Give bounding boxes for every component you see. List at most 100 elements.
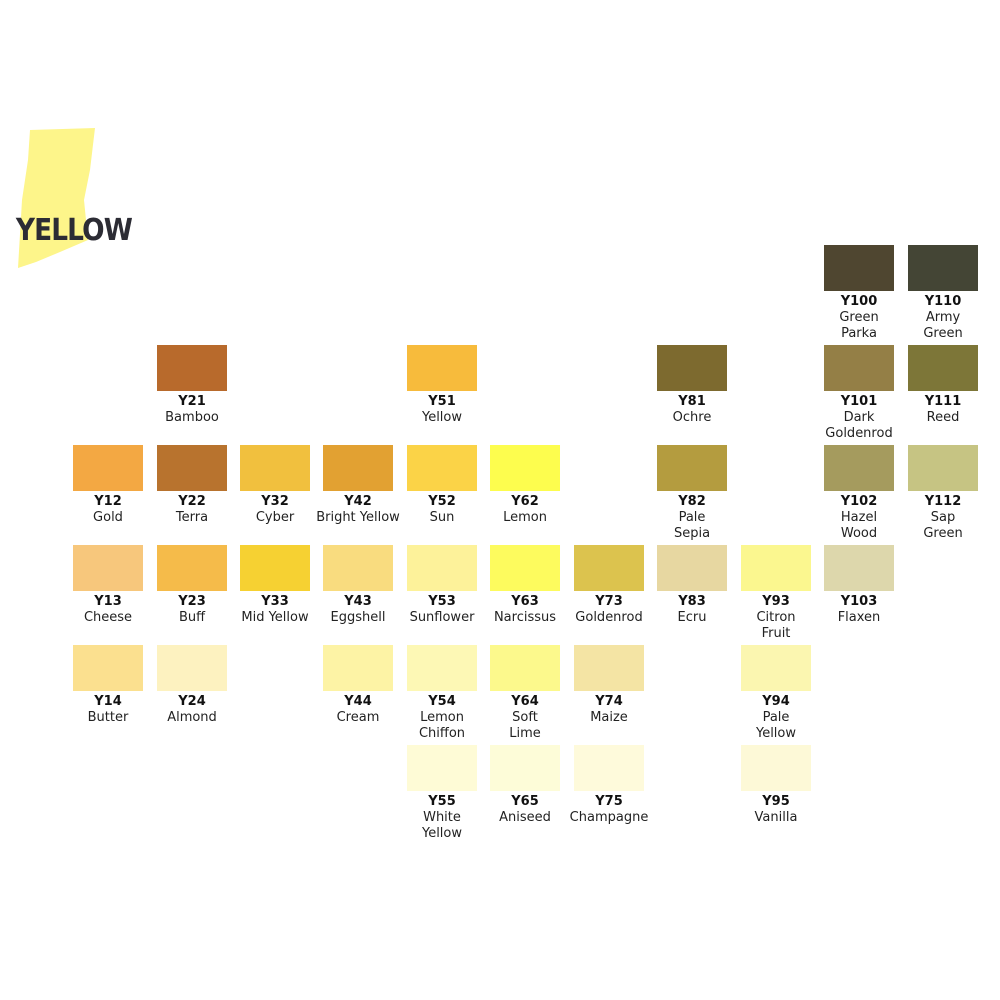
swatch-code: Y55 bbox=[427, 794, 456, 809]
swatch bbox=[490, 545, 560, 591]
swatch bbox=[741, 545, 811, 591]
swatch-name: Eggshell bbox=[331, 610, 386, 625]
swatch-name: Bright Yellow bbox=[316, 510, 400, 525]
swatch bbox=[908, 245, 978, 291]
swatch-name: Narcissus bbox=[494, 610, 556, 625]
swatch-name: Ecru bbox=[678, 610, 707, 625]
swatch bbox=[73, 445, 143, 491]
swatch-name: Sunflower bbox=[410, 610, 476, 625]
swatch-code: Y44 bbox=[343, 694, 372, 709]
swatch bbox=[741, 745, 811, 791]
swatch-code: Y21 bbox=[177, 394, 206, 409]
brush-stroke bbox=[18, 128, 95, 268]
swatch bbox=[407, 645, 477, 691]
swatch-code: Y73 bbox=[594, 594, 623, 609]
swatch-name: Sap bbox=[931, 510, 955, 525]
swatch bbox=[574, 645, 644, 691]
swatch-name: Butter bbox=[88, 710, 129, 725]
swatch-name: Cyber bbox=[256, 510, 295, 525]
swatch bbox=[490, 645, 560, 691]
swatch-name: Green bbox=[839, 310, 878, 325]
swatch-name: Wood bbox=[841, 526, 877, 541]
swatch-code: Y52 bbox=[427, 494, 456, 509]
swatch bbox=[73, 545, 143, 591]
swatch-code: Y32 bbox=[260, 494, 289, 509]
swatch-name: Cream bbox=[337, 710, 380, 725]
swatch-name: Yellow bbox=[755, 726, 796, 741]
swatch-code: Y63 bbox=[510, 594, 539, 609]
swatch-name: Pale bbox=[679, 510, 706, 525]
swatch-code: Y54 bbox=[427, 694, 456, 709]
swatch-code: Y33 bbox=[260, 594, 289, 609]
swatch bbox=[157, 445, 227, 491]
swatch-name: Hazel bbox=[841, 510, 877, 525]
swatch bbox=[240, 445, 310, 491]
swatch-name: Terra bbox=[175, 510, 208, 525]
swatch bbox=[574, 745, 644, 791]
swatch-name: Goldenrod bbox=[575, 610, 642, 625]
swatch-name: Dark bbox=[844, 410, 875, 425]
swatch-name: Bamboo bbox=[165, 410, 219, 425]
swatch-code: Y42 bbox=[343, 494, 372, 509]
swatch-name: Cheese bbox=[84, 610, 132, 625]
swatch-code: Y62 bbox=[510, 494, 539, 509]
swatch-name: Champagne bbox=[570, 810, 649, 825]
swatch-code: Y75 bbox=[594, 794, 623, 809]
swatch-name: Buff bbox=[179, 610, 206, 625]
swatch-code: Y83 bbox=[677, 594, 706, 609]
swatch bbox=[824, 445, 894, 491]
swatch-code: Y51 bbox=[427, 394, 456, 409]
title: YELLOW bbox=[15, 212, 133, 247]
swatch bbox=[657, 345, 727, 391]
swatch-name: Flaxen bbox=[838, 610, 881, 625]
swatch bbox=[824, 345, 894, 391]
swatch bbox=[490, 745, 560, 791]
swatch-code: Y112 bbox=[924, 494, 962, 509]
swatch-code: Y65 bbox=[510, 794, 539, 809]
swatch bbox=[407, 545, 477, 591]
swatch-code: Y94 bbox=[761, 694, 790, 709]
swatch-name: Lime bbox=[509, 726, 541, 741]
swatch bbox=[157, 545, 227, 591]
swatch-name: Sun bbox=[430, 510, 455, 525]
swatch bbox=[657, 445, 727, 491]
swatch-name: Parka bbox=[841, 326, 877, 341]
swatch-name: Mid Yellow bbox=[241, 610, 309, 625]
swatch-code: Y100 bbox=[840, 294, 878, 309]
swatch-name: Yellow bbox=[421, 410, 462, 425]
swatch-name: Almond bbox=[167, 710, 217, 725]
swatch-name: Ochre bbox=[673, 410, 712, 425]
swatch-name: Aniseed bbox=[499, 810, 551, 825]
swatch-code: Y103 bbox=[840, 594, 878, 609]
swatch bbox=[908, 445, 978, 491]
swatch-code: Y24 bbox=[177, 694, 206, 709]
swatch-name: Green bbox=[923, 326, 962, 341]
swatch-code: Y14 bbox=[93, 694, 122, 709]
swatch-name: Fruit bbox=[762, 626, 791, 641]
swatch-name: Army bbox=[926, 310, 961, 325]
swatch bbox=[73, 645, 143, 691]
swatch-code: Y43 bbox=[343, 594, 372, 609]
swatch bbox=[574, 545, 644, 591]
swatch bbox=[741, 645, 811, 691]
swatch bbox=[240, 545, 310, 591]
swatch bbox=[407, 445, 477, 491]
swatch-code: Y22 bbox=[177, 494, 206, 509]
swatch-code: Y53 bbox=[427, 594, 456, 609]
swatch-code: Y12 bbox=[93, 494, 122, 509]
swatch bbox=[407, 345, 477, 391]
swatch bbox=[157, 645, 227, 691]
swatch-name: Pale bbox=[763, 710, 790, 725]
swatch-code: Y102 bbox=[840, 494, 878, 509]
swatch-code: Y81 bbox=[677, 394, 706, 409]
swatch-name: Goldenrod bbox=[825, 426, 892, 441]
swatch-name: Soft bbox=[512, 710, 538, 725]
swatch-code: Y111 bbox=[924, 394, 962, 409]
swatch-name: Citron bbox=[756, 610, 795, 625]
swatch-name: Gold bbox=[93, 510, 123, 525]
swatch bbox=[908, 345, 978, 391]
swatch-name: Lemon bbox=[420, 710, 464, 725]
swatch-name: Chiffon bbox=[419, 726, 465, 741]
swatch-name: Maize bbox=[590, 710, 628, 725]
